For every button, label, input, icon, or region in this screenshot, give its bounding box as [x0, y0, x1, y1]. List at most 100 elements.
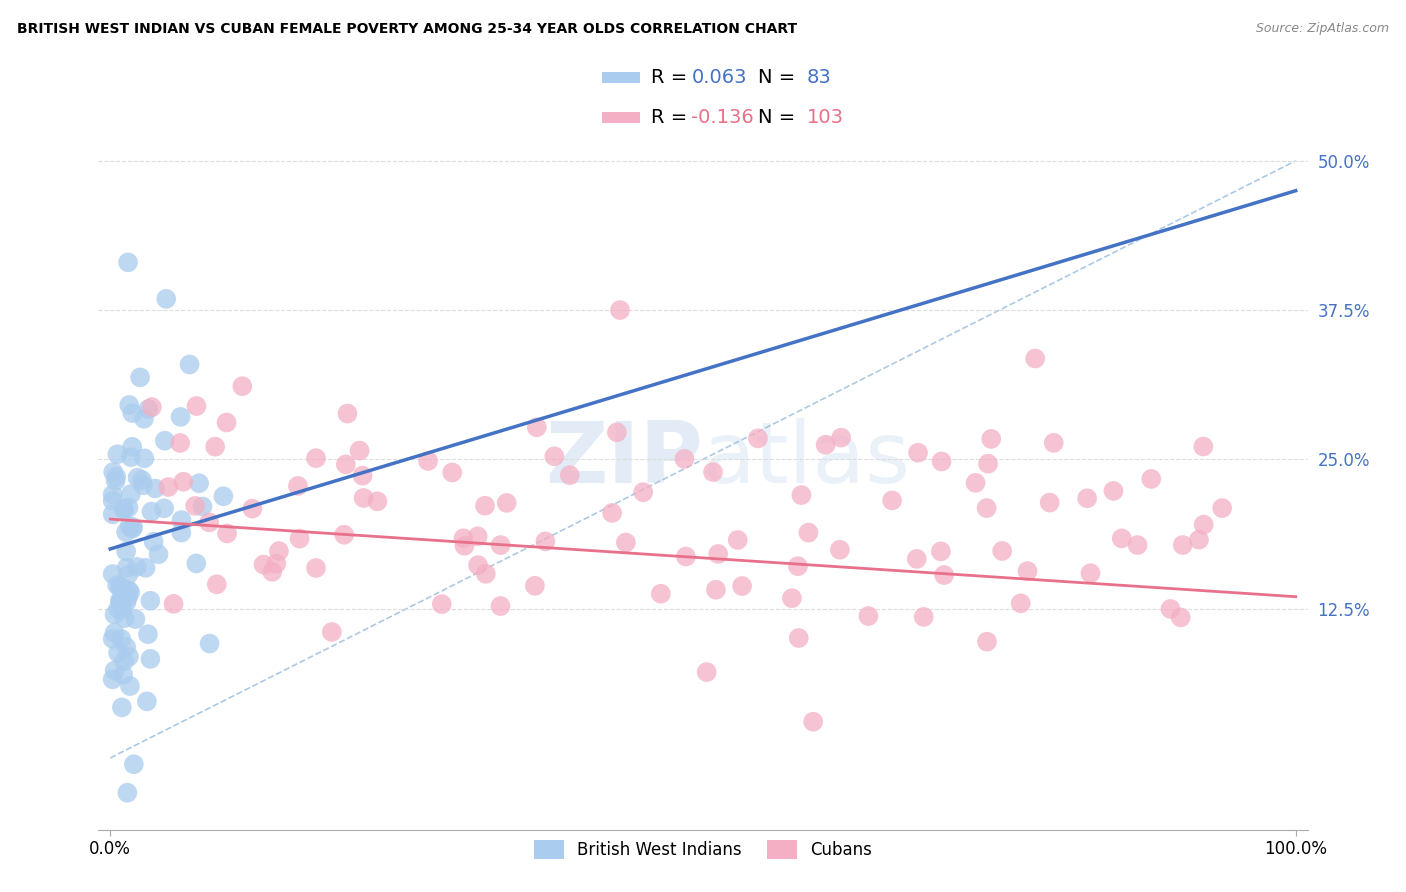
Point	[118, 649, 141, 664]
Point	[790, 488, 813, 502]
Point	[907, 446, 929, 460]
Point	[120, 585, 142, 599]
Point	[467, 558, 489, 573]
Point	[1192, 517, 1215, 532]
Point	[143, 482, 166, 496]
Point	[142, 534, 165, 549]
Point	[110, 592, 132, 607]
Point	[153, 434, 176, 448]
Point	[467, 529, 489, 543]
Point	[110, 595, 132, 609]
Point	[217, 526, 239, 541]
Point	[111, 602, 134, 616]
Point	[489, 599, 512, 613]
Point	[707, 547, 730, 561]
Text: N =: N =	[758, 68, 801, 87]
Point	[104, 664, 127, 678]
Text: N =: N =	[758, 109, 801, 128]
Point	[212, 489, 235, 503]
Point	[880, 493, 903, 508]
Point	[105, 578, 128, 592]
Point	[727, 533, 749, 547]
Text: Source: ZipAtlas.com: Source: ZipAtlas.com	[1256, 22, 1389, 36]
Point	[112, 502, 135, 516]
Point	[205, 577, 228, 591]
Point	[120, 487, 142, 501]
Point	[136, 627, 159, 641]
Point	[252, 558, 274, 572]
Point	[122, 520, 145, 534]
Point	[121, 440, 143, 454]
Point	[731, 579, 754, 593]
Point	[101, 508, 124, 522]
Point	[107, 601, 129, 615]
Point	[121, 406, 143, 420]
Point	[830, 431, 852, 445]
Point	[1159, 602, 1181, 616]
Point	[931, 454, 953, 468]
Point	[118, 583, 141, 598]
Point	[474, 499, 496, 513]
Point	[264, 557, 287, 571]
Point	[118, 519, 141, 533]
Point	[787, 559, 810, 574]
Point	[321, 624, 343, 639]
Text: ZIP: ZIP	[546, 417, 703, 501]
Point	[704, 582, 727, 597]
Point	[170, 525, 193, 540]
Point	[114, 611, 136, 625]
Point	[1111, 532, 1133, 546]
Point	[543, 450, 565, 464]
Point	[129, 370, 152, 384]
Point	[534, 534, 557, 549]
Bar	[602, 71, 640, 83]
Point	[1192, 440, 1215, 454]
Point	[101, 487, 124, 501]
Point	[110, 580, 132, 594]
Point	[138, 402, 160, 417]
Point	[112, 502, 135, 516]
Point	[120, 450, 142, 465]
Text: 0.063: 0.063	[692, 68, 747, 87]
Point	[858, 609, 880, 624]
Text: 83: 83	[807, 68, 831, 87]
Point	[215, 416, 238, 430]
Point	[110, 632, 132, 646]
Point	[117, 500, 139, 515]
Point	[124, 612, 146, 626]
Point	[495, 496, 517, 510]
Point	[787, 631, 810, 645]
Point	[117, 590, 139, 604]
Point	[1039, 495, 1062, 509]
Point	[101, 493, 124, 508]
Point	[526, 420, 548, 434]
Point	[336, 407, 359, 421]
Point	[121, 522, 143, 536]
Point	[814, 438, 837, 452]
Point	[118, 679, 141, 693]
Text: -0.136: -0.136	[692, 109, 754, 128]
Point	[489, 538, 512, 552]
Point	[111, 700, 134, 714]
Point	[122, 757, 145, 772]
Point	[131, 473, 153, 487]
Point	[453, 539, 475, 553]
Point	[262, 565, 284, 579]
Point	[204, 440, 226, 454]
Point	[1188, 533, 1211, 547]
Point	[287, 479, 309, 493]
Point	[101, 567, 124, 582]
Point	[1171, 538, 1194, 552]
Point	[965, 475, 987, 490]
Point	[103, 626, 125, 640]
Point	[267, 544, 290, 558]
Point	[101, 465, 124, 479]
Point	[747, 431, 769, 445]
Point	[1080, 566, 1102, 581]
Point	[155, 292, 177, 306]
Point	[675, 549, 697, 564]
Point	[135, 561, 157, 575]
Point	[162, 597, 184, 611]
Point	[188, 476, 211, 491]
Point	[353, 491, 375, 505]
